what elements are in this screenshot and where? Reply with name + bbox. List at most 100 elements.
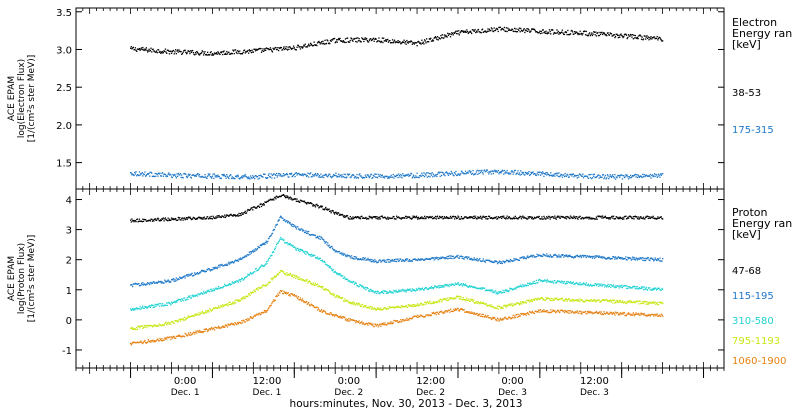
data-point	[320, 258, 321, 259]
data-point	[160, 281, 161, 282]
data-point	[603, 284, 604, 285]
data-point	[482, 29, 483, 30]
data-point	[468, 300, 469, 301]
data-point	[543, 218, 544, 219]
data-point	[333, 295, 334, 296]
data-point	[535, 173, 536, 174]
data-point	[133, 221, 134, 222]
data-point	[244, 212, 245, 213]
data-point	[577, 177, 578, 178]
data-point	[390, 177, 391, 178]
legend-entry: 795-1193	[732, 336, 780, 347]
data-point	[404, 260, 405, 261]
data-point	[407, 307, 408, 308]
data-point	[532, 282, 533, 283]
data-point	[305, 232, 306, 233]
data-point	[507, 28, 508, 29]
data-point	[294, 47, 295, 48]
legend-entry: 38-53	[732, 88, 761, 99]
data-point	[582, 34, 583, 35]
data-point	[279, 173, 280, 174]
data-point	[648, 302, 649, 303]
data-point	[653, 289, 654, 290]
data-point	[249, 178, 250, 179]
data-point	[187, 316, 188, 317]
data-point	[354, 256, 355, 257]
data-point	[620, 300, 621, 301]
data-point	[595, 34, 596, 35]
data-point	[650, 177, 651, 178]
data-point	[197, 295, 198, 296]
data-point	[337, 42, 338, 43]
data-point	[280, 174, 281, 175]
data-point	[189, 295, 190, 296]
data-point	[644, 286, 645, 287]
data-point	[477, 31, 478, 32]
data-point	[630, 302, 631, 303]
data-point	[556, 297, 557, 298]
data-point	[355, 305, 356, 306]
data-point	[283, 173, 284, 174]
data-point	[489, 260, 490, 261]
data-point	[268, 175, 269, 176]
data-point	[198, 273, 199, 274]
data-point	[174, 323, 175, 324]
data-point	[202, 51, 203, 52]
data-point	[571, 301, 572, 302]
data-point	[623, 36, 624, 37]
data-point	[191, 297, 192, 298]
data-point	[619, 218, 620, 219]
data-point	[299, 251, 300, 252]
legend-entry: 47-68	[732, 266, 761, 277]
data-point	[427, 177, 428, 178]
data-point	[339, 251, 340, 252]
data-point	[250, 175, 251, 176]
data-point	[416, 177, 417, 178]
data-point	[130, 220, 131, 221]
data-point	[545, 255, 546, 256]
data-point	[558, 34, 559, 35]
data-point	[611, 301, 612, 302]
data-point	[618, 285, 619, 286]
data-point	[506, 217, 507, 218]
data-point	[168, 280, 169, 281]
data-point	[361, 41, 362, 42]
data-point	[521, 174, 522, 175]
data-point	[253, 52, 254, 53]
data-point	[161, 305, 162, 306]
data-point	[449, 255, 450, 256]
data-point	[256, 207, 257, 208]
data-point	[447, 173, 448, 174]
data-point	[195, 52, 196, 53]
data-point	[652, 217, 653, 218]
data-point	[293, 46, 294, 47]
data-point	[581, 218, 582, 219]
data-point	[435, 36, 436, 37]
data-point	[474, 216, 475, 217]
data-point	[252, 175, 253, 176]
data-point	[591, 256, 592, 257]
data-point	[662, 303, 663, 304]
data-point	[543, 173, 544, 174]
data-point	[282, 49, 283, 50]
data-point	[395, 176, 396, 177]
data-point	[520, 301, 521, 302]
data-point	[216, 175, 217, 176]
data-point	[388, 42, 389, 43]
data-point	[451, 258, 452, 259]
data-point	[186, 299, 187, 300]
data-point	[331, 212, 332, 213]
data-point	[170, 174, 171, 175]
data-point	[188, 315, 189, 316]
data-point	[148, 50, 149, 51]
data-point	[489, 290, 490, 291]
data-point	[494, 27, 495, 28]
data-point	[613, 216, 614, 217]
data-point	[378, 217, 379, 218]
data-point	[421, 303, 422, 304]
data-point	[647, 216, 648, 217]
data-point	[371, 261, 372, 262]
data-point	[449, 286, 450, 287]
data-point	[235, 282, 236, 283]
data-point	[469, 170, 470, 171]
